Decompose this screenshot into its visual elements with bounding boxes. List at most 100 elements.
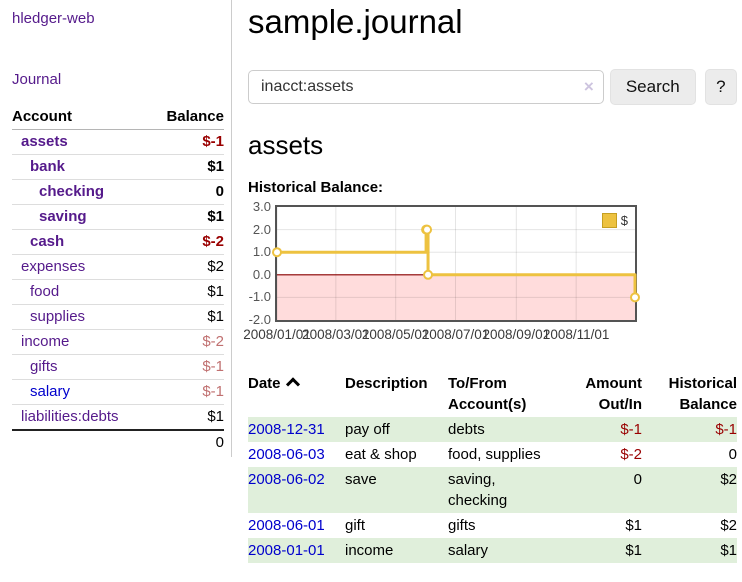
sidebar-account-link[interactable]: checking — [39, 183, 105, 200]
help-button[interactable]: ? — [704, 69, 737, 105]
account-heading: assets — [248, 130, 324, 160]
register-row: 2008-01-01 income salary $1 $1 — [248, 538, 737, 563]
account-balance: $-2 — [149, 329, 224, 355]
transaction-accounts: gifts — [448, 517, 476, 534]
transaction-accounts: debts — [448, 421, 485, 438]
chart-legend: $ — [599, 212, 630, 229]
transaction-accounts: saving, checking — [448, 471, 508, 509]
register-table-body: 2008-12-31 pay off debts $-1 $-1 2008-06-03 ea… — [248, 417, 737, 563]
sidebar-account-link[interactable]: cash — [30, 233, 65, 250]
account-row: bank $1 — [12, 154, 224, 180]
sidebar-account-link[interactable]: saving — [39, 208, 87, 225]
description-column-header: Description — [345, 375, 428, 392]
account-balance: $-1 — [149, 354, 224, 380]
account-row: supplies $1 — [12, 304, 224, 330]
main-content: sample.journal × Search ? assets Histori… — [243, 0, 737, 563]
y-axis-tick-label: 2.0 — [252, 221, 271, 237]
sidebar-account-link[interactable]: gifts — [30, 358, 58, 375]
account-row: cash $-2 — [12, 229, 224, 255]
sidebar: hledger-web Journal Account Balance asse… — [0, 0, 232, 457]
account-row: gifts $-1 — [12, 354, 224, 380]
date-header-label: Date — [248, 375, 281, 392]
legend-swatch-icon — [601, 213, 617, 228]
x-axis-tick-label: 2008/05/01 — [361, 327, 430, 342]
transaction-description: save — [345, 471, 377, 488]
x-axis-tick-label: 2008/01/01 — [243, 327, 311, 342]
account-balance: $-2 — [149, 229, 224, 255]
accounts-table-body: assets $-1 bank $1 checking 0 saving $1 cash $-2 e… — [12, 130, 224, 430]
search-button[interactable]: Search — [609, 69, 696, 105]
date-column-header[interactable]: Date — [248, 371, 345, 417]
transaction-description: income — [345, 542, 394, 559]
search-bar: × Search ? — [248, 69, 737, 105]
account-balance: $1 — [149, 204, 224, 230]
account-row: assets $-1 — [12, 130, 224, 155]
brand-link[interactable]: hledger-web — [12, 10, 95, 27]
sidebar-account-link[interactable]: bank — [30, 158, 66, 175]
account-row: expenses $2 — [12, 254, 224, 280]
account-column-header: Account — [12, 104, 150, 130]
sidebar-account-link[interactable]: income — [21, 333, 70, 350]
accounts-table: Account Balance assets $-1 bank $1 checking 0… — [12, 104, 224, 455]
sidebar-account-link[interactable]: liabilities:debts — [21, 408, 119, 425]
transaction-balance: 0 — [728, 446, 737, 463]
sidebar-account-link[interactable]: salary — [30, 383, 71, 400]
transaction-date-link[interactable]: 2008-12-31 — [248, 421, 325, 438]
clear-search-icon[interactable]: × — [583, 77, 594, 96]
accounts-column-header: To/From Account(s) — [448, 375, 527, 413]
accounts-total-value: 0 — [149, 429, 224, 455]
transaction-balance: $1 — [720, 542, 737, 559]
chart-title: Historical Balance: — [248, 179, 384, 196]
account-balance: $1 — [149, 304, 224, 330]
register-row: 2008-06-03 eat & shop food, supplies $-2 0 — [248, 442, 737, 467]
transaction-amount: $-1 — [620, 421, 642, 438]
amount-column-header: Amount Out/In — [585, 375, 642, 413]
register-table: Date Description To/From Account(s) Amou… — [248, 371, 737, 563]
balance-column-header: Balance — [149, 104, 224, 130]
account-row: liabilities:debts $1 — [12, 404, 224, 430]
account-balance: $1 — [149, 279, 224, 305]
transaction-amount: $-2 — [620, 446, 642, 463]
balance-column-header-main: Historical Balance — [668, 375, 737, 413]
account-balance: $1 — [149, 404, 224, 430]
transaction-date-link[interactable]: 2008-06-01 — [248, 517, 325, 534]
x-axis-tick-label: 2008/03/01 — [302, 327, 370, 342]
transaction-amount: $1 — [625, 517, 642, 534]
transaction-amount: 0 — [633, 471, 642, 488]
account-row: salary $-1 — [12, 379, 224, 405]
account-balance: $-1 — [149, 379, 224, 405]
x-axis-tick-label: 2008/07/01 — [421, 327, 490, 342]
sidebar-account-link[interactable]: food — [30, 283, 60, 300]
account-row: food $1 — [12, 279, 224, 305]
y-axis-tick-label: 0.0 — [252, 266, 271, 282]
historical-balance-chart: $ 3.0 2.0 1.0 0.0 -1.0 -2.0 2008/01/01 2008/03/… — [243, 200, 737, 347]
account-balance: 0 — [149, 179, 224, 205]
transaction-date-link[interactable]: 2008-06-03 — [248, 446, 325, 463]
account-balance: $1 — [149, 154, 224, 180]
transaction-date-link[interactable]: 2008-06-02 — [248, 471, 325, 488]
account-row: checking 0 — [12, 179, 224, 205]
page-title: sample.journal — [248, 3, 463, 40]
sidebar-account-link[interactable]: supplies — [30, 308, 86, 325]
legend-label: $ — [620, 213, 628, 228]
account-row: income $-2 — [12, 329, 224, 355]
sidebar-item-journal[interactable]: Journal — [12, 71, 62, 88]
y-axis-tick-label: 1.0 — [252, 244, 271, 260]
x-axis-tick-label: 2008/11/01 — [542, 327, 610, 342]
transaction-balance: $2 — [720, 471, 737, 488]
sort-ascending-icon — [285, 377, 300, 392]
search-input-wrap: × — [248, 70, 604, 104]
search-input[interactable] — [248, 70, 604, 104]
transaction-accounts: food, supplies — [448, 446, 541, 463]
transaction-accounts: salary — [448, 542, 489, 559]
register-row: 2008-06-01 gift gifts $1 $2 — [248, 513, 737, 538]
accounts-total-row: 0 — [12, 429, 224, 455]
register-header-row: Date Description To/From Account(s) Amou… — [248, 371, 737, 417]
sidebar-account-link[interactable]: assets — [21, 133, 68, 150]
transaction-date-link[interactable]: 2008-01-01 — [248, 542, 325, 559]
transaction-balance: $2 — [720, 517, 737, 534]
transaction-balance: $-1 — [715, 421, 737, 438]
chart-plot-area: $ — [272, 205, 640, 322]
account-balance: $-1 — [202, 133, 224, 150]
sidebar-account-link[interactable]: expenses — [21, 258, 86, 275]
